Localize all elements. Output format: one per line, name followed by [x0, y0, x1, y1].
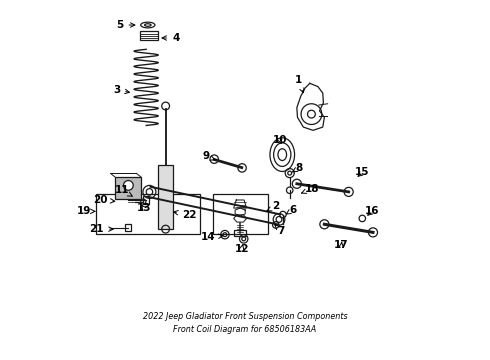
- Text: 2022 Jeep Gladiator Front Suspension Components: 2022 Jeep Gladiator Front Suspension Com…: [143, 312, 347, 321]
- Text: 8: 8: [293, 163, 303, 172]
- Text: 22: 22: [173, 210, 196, 220]
- Bar: [96, 194, 199, 234]
- Text: 18: 18: [302, 184, 319, 194]
- Text: 16: 16: [365, 206, 379, 216]
- Bar: [234, 230, 246, 236]
- Text: 9: 9: [202, 151, 215, 161]
- Text: 2: 2: [267, 202, 280, 211]
- Bar: [158, 165, 173, 229]
- Text: 6: 6: [286, 205, 297, 215]
- Text: 13: 13: [136, 203, 151, 213]
- Circle shape: [123, 181, 133, 190]
- Text: 17: 17: [334, 240, 349, 250]
- Bar: [213, 194, 268, 234]
- Text: 1: 1: [295, 75, 304, 93]
- Text: 7: 7: [274, 225, 285, 236]
- Text: 15: 15: [355, 167, 369, 177]
- Text: 5: 5: [116, 20, 135, 30]
- Bar: [116, 177, 141, 199]
- Text: 10: 10: [273, 135, 287, 145]
- Text: 21: 21: [90, 224, 113, 234]
- Text: 3: 3: [113, 85, 129, 95]
- Text: 20: 20: [93, 195, 115, 205]
- Bar: [143, 196, 149, 204]
- Bar: [140, 31, 157, 40]
- Text: 19: 19: [77, 206, 95, 216]
- Text: 11: 11: [115, 185, 132, 196]
- Text: 12: 12: [235, 244, 249, 253]
- Text: Front Coil Diagram for 68506183AA: Front Coil Diagram for 68506183AA: [173, 325, 317, 334]
- Text: 14: 14: [201, 232, 223, 242]
- Text: 4: 4: [162, 33, 179, 43]
- Bar: [125, 224, 131, 231]
